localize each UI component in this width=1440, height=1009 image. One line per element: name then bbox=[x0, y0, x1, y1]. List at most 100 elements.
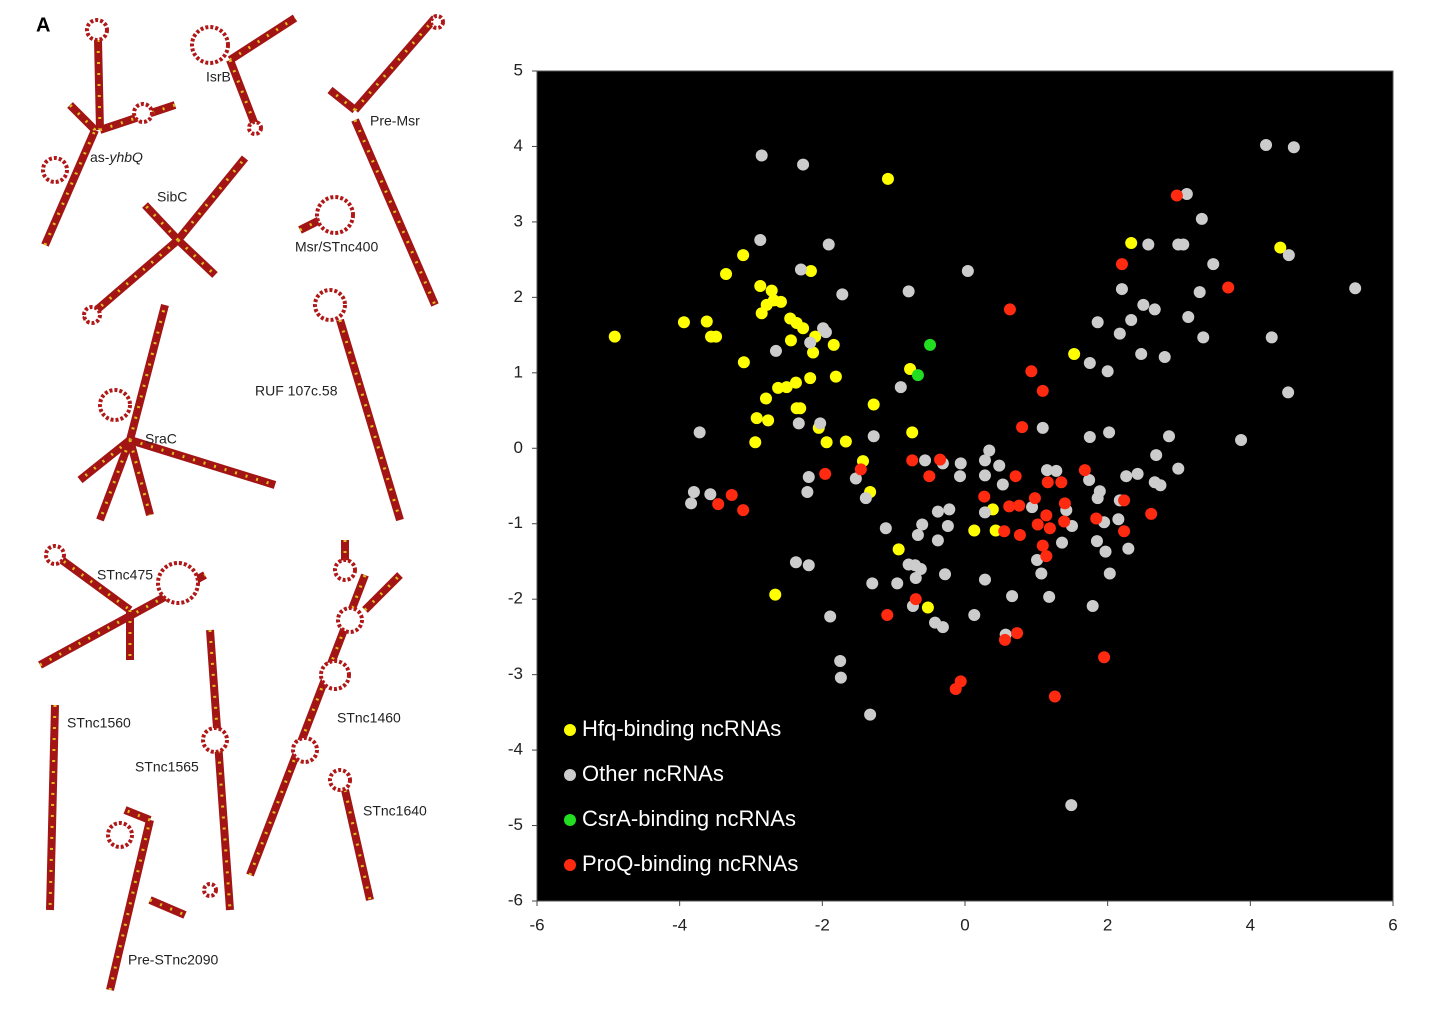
point bbox=[1287, 141, 1300, 154]
structure-label: IsrB bbox=[206, 69, 231, 85]
point bbox=[1036, 421, 1049, 434]
point bbox=[819, 326, 832, 339]
rna-stem-bases bbox=[54, 553, 131, 612]
rna-stem bbox=[41, 128, 99, 247]
point bbox=[765, 284, 778, 297]
point bbox=[804, 336, 817, 349]
point bbox=[1282, 386, 1295, 399]
panel-label: A bbox=[36, 14, 50, 36]
point bbox=[804, 264, 817, 277]
structure-label: SibC bbox=[157, 189, 187, 205]
point bbox=[1058, 515, 1071, 528]
rna-loop bbox=[201, 726, 229, 754]
point bbox=[802, 470, 815, 483]
point bbox=[1274, 241, 1287, 254]
point bbox=[931, 534, 944, 547]
rna-structures bbox=[38, 14, 445, 991]
point bbox=[1006, 590, 1019, 603]
point bbox=[769, 588, 782, 601]
point bbox=[1182, 310, 1195, 323]
point bbox=[1041, 464, 1054, 477]
point bbox=[1137, 298, 1150, 311]
point bbox=[1009, 470, 1022, 483]
rna-loop bbox=[315, 195, 355, 235]
point bbox=[849, 472, 862, 485]
point bbox=[1154, 479, 1167, 492]
point bbox=[978, 506, 991, 519]
structure-label: STnc1565 bbox=[135, 759, 199, 775]
point bbox=[754, 280, 767, 293]
structure-label: Pre-STnc2090 bbox=[128, 952, 218, 968]
point bbox=[750, 412, 763, 425]
point bbox=[914, 563, 927, 575]
point bbox=[1101, 365, 1114, 378]
point bbox=[983, 444, 996, 457]
y-tick-label: 1 bbox=[514, 362, 523, 381]
y-tick-label: -3 bbox=[508, 664, 523, 683]
point bbox=[1040, 550, 1053, 563]
rna-stem-bases bbox=[229, 16, 296, 62]
point bbox=[978, 490, 991, 503]
rna-stem bbox=[82, 236, 181, 324]
point bbox=[769, 344, 782, 357]
point bbox=[921, 601, 934, 614]
legend-label: Other ncRNAs bbox=[582, 761, 724, 786]
rna-loop bbox=[202, 882, 218, 898]
rna-stem-bases bbox=[96, 39, 102, 131]
point bbox=[819, 467, 832, 480]
rna-loop bbox=[106, 821, 134, 849]
rna-stem bbox=[67, 102, 98, 133]
point bbox=[934, 453, 947, 466]
rna-loop bbox=[313, 288, 347, 322]
point bbox=[867, 430, 880, 443]
rna-stem bbox=[148, 896, 187, 919]
point bbox=[774, 295, 787, 308]
point bbox=[1349, 282, 1362, 295]
rna-stem-bases bbox=[299, 218, 321, 232]
point bbox=[1090, 535, 1103, 548]
rna-loop bbox=[44, 544, 66, 566]
scatter-plot: -6 -5 -4 -3 -2 -1 0 1 2 3 4 5 -6 -4 -2 0 2 4 6 Hfq-binding … bbox=[508, 60, 1398, 934]
legend-swatch bbox=[564, 769, 576, 781]
rna-loop bbox=[429, 14, 445, 30]
point bbox=[1078, 464, 1091, 477]
point bbox=[894, 381, 907, 394]
rna-stem bbox=[106, 819, 154, 991]
point bbox=[909, 593, 922, 606]
rna-stem bbox=[351, 15, 439, 113]
label-part: yhbQ bbox=[108, 149, 143, 165]
rna-loop bbox=[333, 558, 357, 582]
legend-label: ProQ-binding ncRNAs bbox=[582, 851, 798, 876]
point bbox=[881, 609, 894, 622]
point bbox=[1068, 347, 1081, 360]
point bbox=[954, 457, 967, 470]
point bbox=[1142, 238, 1155, 251]
point bbox=[1040, 509, 1053, 522]
rna-loop bbox=[319, 659, 351, 691]
structure-label: STnc1560 bbox=[67, 715, 131, 731]
point bbox=[710, 330, 723, 343]
structure-label: STnc475 bbox=[97, 567, 153, 583]
point bbox=[762, 414, 775, 427]
point bbox=[1041, 476, 1054, 489]
rna-loop bbox=[190, 25, 230, 65]
rna-loop bbox=[132, 102, 154, 124]
point bbox=[836, 288, 849, 301]
rna-stem bbox=[77, 436, 133, 484]
point bbox=[704, 488, 717, 501]
point bbox=[1025, 365, 1038, 378]
point bbox=[1026, 501, 1039, 514]
point bbox=[968, 609, 981, 622]
y-tick-label: 5 bbox=[514, 60, 523, 79]
rna-loop bbox=[41, 156, 69, 184]
point bbox=[941, 519, 954, 532]
rna-stem bbox=[174, 155, 249, 243]
point bbox=[1028, 492, 1041, 505]
point bbox=[906, 454, 919, 467]
point bbox=[822, 238, 835, 251]
point bbox=[829, 370, 842, 383]
point bbox=[1003, 303, 1016, 316]
point bbox=[998, 525, 1011, 538]
rna-stem-bases bbox=[353, 119, 437, 306]
point bbox=[712, 498, 725, 511]
